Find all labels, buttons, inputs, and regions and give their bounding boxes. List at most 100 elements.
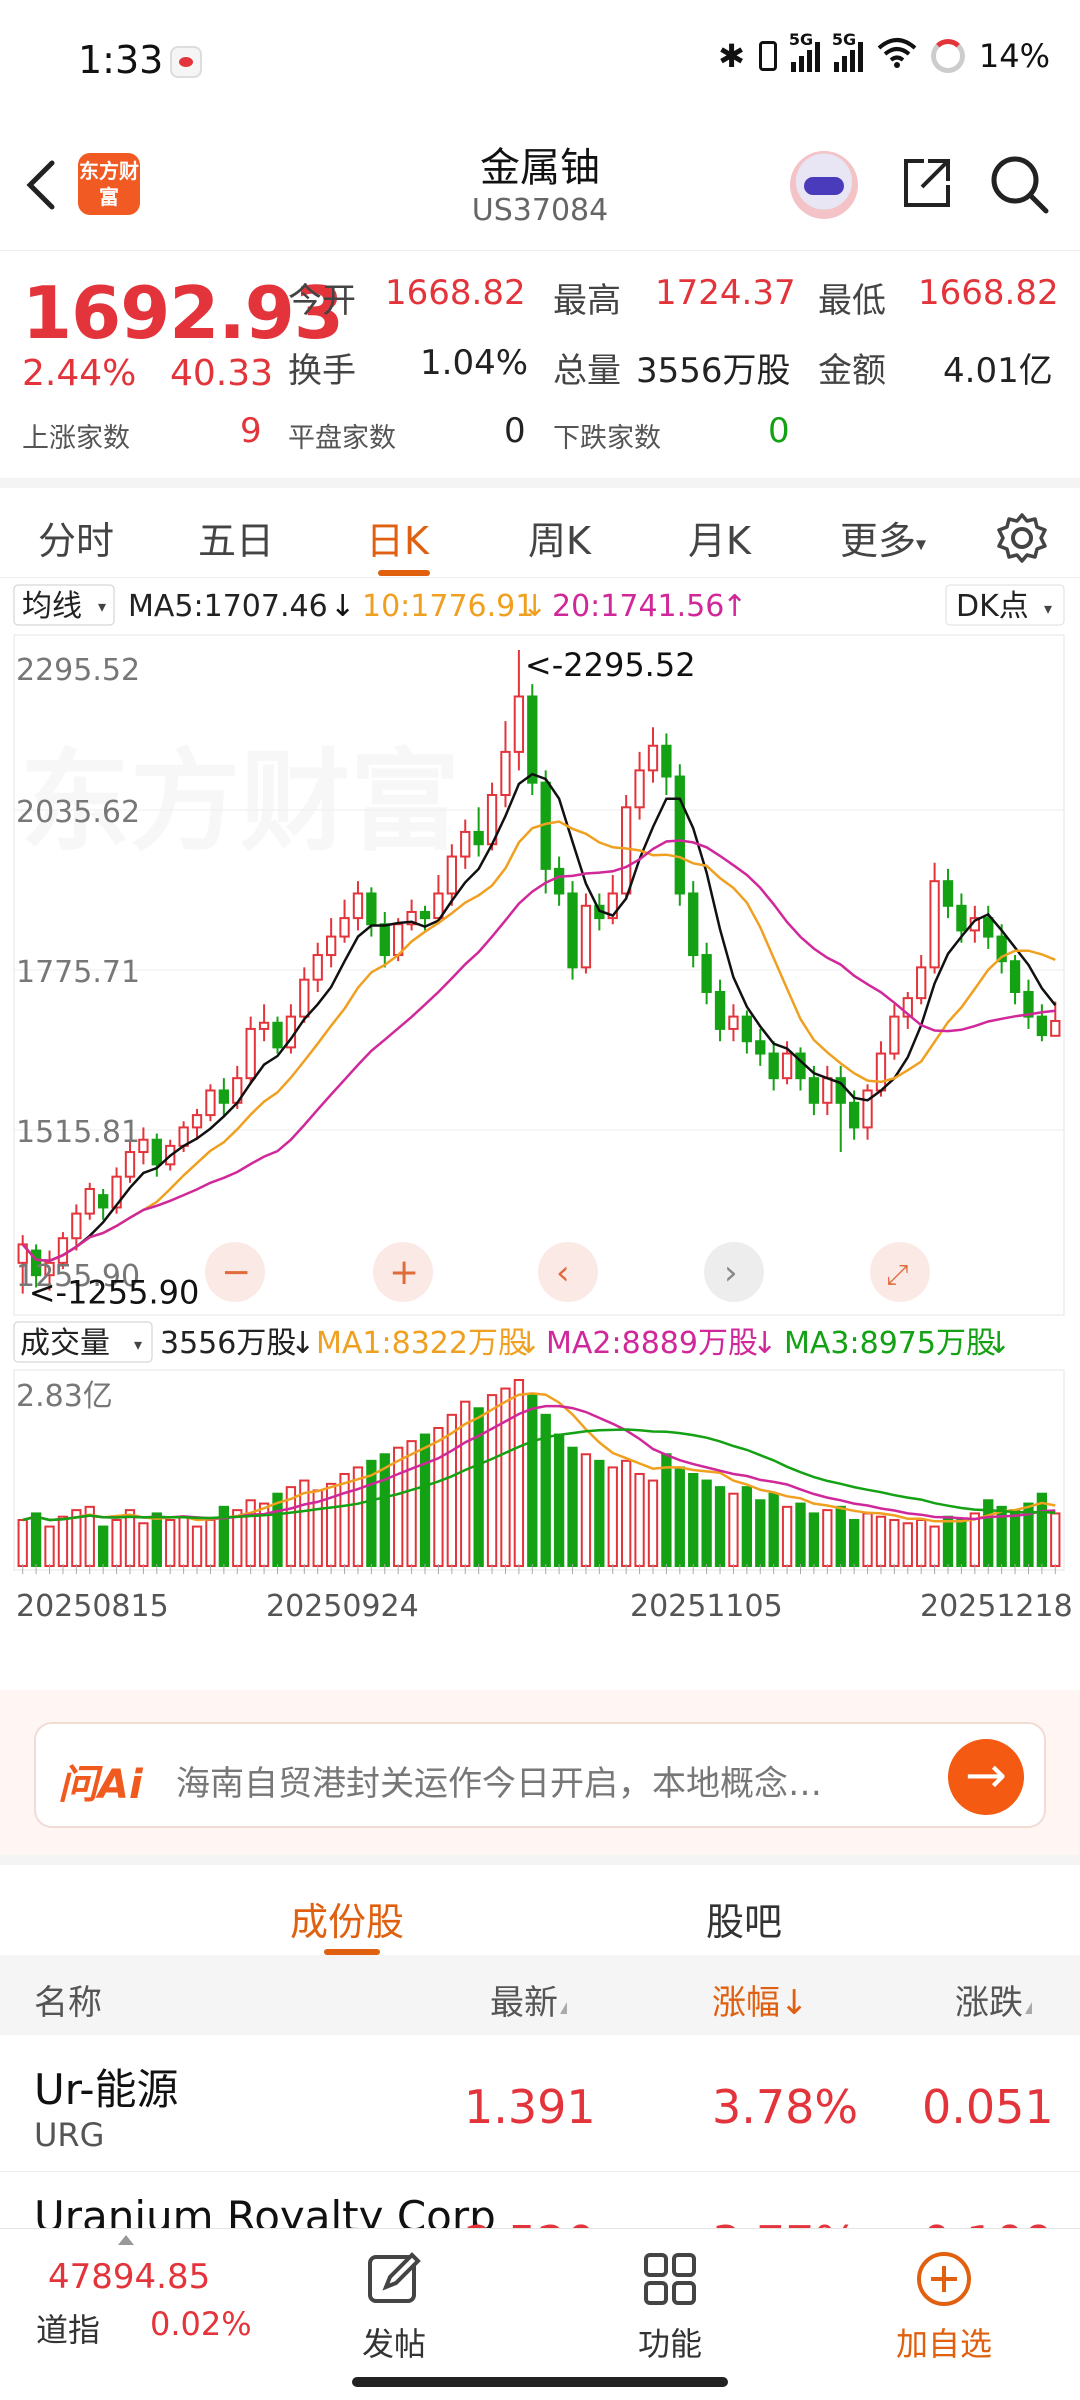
nav-add-watchlist[interactable]: 加自选	[884, 2249, 1004, 2365]
index-name[interactable]: 道指	[36, 2311, 101, 2349]
volume-bar-down	[419, 1433, 431, 1567]
table-row[interactable]: Ur-能源 URG 1.391 3.78% 0.051	[0, 2036, 1080, 2172]
candle-up	[500, 750, 511, 796]
page-title: 金属铀	[480, 145, 600, 191]
component-tabs: 成份股 股吧	[0, 1855, 1080, 1955]
dk-point-label: DK点	[956, 589, 1029, 624]
vibrate-icon	[758, 41, 777, 71]
vol-ma2-legend: MA2:8889万股	[546, 1326, 758, 1361]
volume-bar-up	[969, 1512, 980, 1567]
tab-five-day[interactable]: 五日	[198, 519, 275, 563]
candle-down	[956, 904, 967, 932]
bottom-nav: 47894.85 道指 0.02% 发帖 功能 加自选	[0, 2228, 1080, 2400]
volume-plot-frame	[13, 1369, 1065, 1571]
candle-down	[30, 1249, 42, 1277]
high-value: 1724.37	[655, 273, 796, 313]
candle-up	[460, 830, 471, 858]
ai-assistant-icon[interactable]	[790, 151, 858, 219]
volume-bar-down	[768, 1492, 779, 1568]
nav-functions[interactable]: 功能	[610, 2249, 730, 2365]
ai-question-bar[interactable]: 问Ai 海南自贸港封关运作今日开启，本地概念… →	[34, 1722, 1046, 1828]
col-last[interactable]: 最新	[490, 1975, 567, 2024]
scroll-left-button[interactable]	[538, 1242, 598, 1302]
candle-up	[406, 910, 417, 926]
indicator-select[interactable]	[13, 584, 115, 626]
index-value[interactable]: 47894.85	[48, 2257, 211, 2297]
price-axis-labels: 2295.52 2035.62 1775.71 1515.81 1255.90	[16, 653, 140, 1294]
volume-bar-up	[607, 1466, 618, 1568]
candle-down	[419, 910, 431, 920]
price-tick-label: 1515.81	[16, 1115, 140, 1150]
volume-bar-up	[111, 1518, 122, 1567]
candle-up	[446, 855, 457, 895]
volume-select[interactable]	[13, 1321, 153, 1363]
ma20-legend: 20:1741.56	[552, 589, 724, 624]
candle-down	[527, 695, 538, 784]
candle-up	[889, 1015, 900, 1055]
col-name: 名称	[34, 1983, 102, 2023]
date-axis-label: 20250815	[16, 1589, 169, 1624]
date-axis-label: 20251218	[920, 1589, 1073, 1624]
zoom-out-button[interactable]	[205, 1242, 265, 1302]
caret-down-icon: ▾	[916, 531, 927, 556]
tab-more[interactable]: 更多▾	[840, 519, 927, 563]
candle-up	[621, 806, 632, 895]
scroll-right-button[interactable]	[704, 1242, 764, 1302]
col-change-pct[interactable]: 涨幅↓	[712, 1983, 809, 2023]
candle-down	[983, 917, 994, 938]
ma5-legend: MA5:1707.46	[128, 589, 328, 624]
indicator-select-label: 均线	[22, 589, 82, 624]
fullscreen-button[interactable]	[870, 1242, 930, 1302]
tab-monthly-k[interactable]: 月K	[688, 519, 751, 563]
eastmoney-logo[interactable]: 东方财富	[78, 153, 140, 215]
ma-lines-group	[21, 772, 1057, 1263]
back-button[interactable]	[20, 155, 70, 215]
candle-up	[862, 1089, 873, 1129]
tab-weekly-k[interactable]: 周K	[528, 519, 591, 563]
ai-bar-section: 问Ai 海南自贸港封关运作今日开启，本地概念… →	[0, 1690, 1080, 1855]
col-change[interactable]: 涨跌	[955, 1975, 1032, 2024]
ma10-legend: 10:1776.91	[362, 589, 534, 624]
candle-down	[1036, 1015, 1048, 1037]
volume-label: 总量	[553, 351, 621, 391]
share-icon[interactable]	[898, 155, 954, 211]
kline-chart-svg[interactable]: 均线 ▾ MA5:1707.46 ↓ 10:1776.91 ↓ 20:1741.…	[0, 580, 1080, 1680]
ai-prompt-text[interactable]: 海南自贸港封关运作今日开启，本地概念…	[176, 1764, 822, 1804]
stock-last: 1.391	[464, 2080, 596, 2134]
volume-bar-down	[942, 1515, 954, 1568]
volume-bar-down	[1009, 1509, 1021, 1567]
status-bar: 1:33 ✱ 5G 5G 14%	[0, 0, 1080, 120]
index-percent[interactable]: 0.02%	[150, 2305, 252, 2343]
candle-down	[1023, 990, 1034, 1018]
volume-bar-up	[433, 1426, 444, 1568]
volume-bar-up	[57, 1515, 69, 1568]
volume-bar-up	[17, 1518, 28, 1567]
candle-up	[17, 1243, 28, 1264]
nav-add-watchlist-label: 加自选	[895, 2325, 992, 2363]
status-time: 1:33	[78, 38, 164, 82]
volume-bar-down	[795, 1502, 806, 1567]
stock-pct: 3.78%	[712, 2080, 859, 2134]
search-icon[interactable]	[988, 153, 1050, 215]
volume-bar-down	[567, 1446, 578, 1567]
arrow-right-icon[interactable]: →	[948, 1739, 1024, 1815]
nav-post[interactable]: 发帖	[334, 2249, 454, 2365]
zoom-in-button[interactable]	[373, 1242, 433, 1302]
volume-bar-up	[446, 1413, 457, 1567]
tab-daily-k[interactable]: 日K	[366, 519, 429, 563]
amount-value: 4.01亿	[943, 351, 1053, 391]
ma10-line	[21, 820, 1056, 1263]
active-tab-indicator	[378, 570, 430, 576]
candle-down	[1009, 960, 1021, 993]
kline-chart[interactable]: 均线 ▾ MA5:1707.46 ↓ 10:1776.91 ↓ 20:1741.…	[0, 580, 1080, 1680]
tab-forum[interactable]: 股吧	[706, 1900, 783, 1944]
tab-intraday[interactable]: 分时	[38, 519, 115, 563]
stock-name: Ur-能源	[34, 2065, 179, 2114]
candle-up	[728, 1015, 739, 1030]
dk-point-button[interactable]	[945, 584, 1065, 626]
gear-icon[interactable]	[996, 512, 1048, 564]
tab-constituents[interactable]: 成份股	[290, 1900, 405, 1944]
volume-bar-up	[634, 1472, 645, 1567]
vol-ma1-line	[22, 1392, 1056, 1523]
volume-bar-down	[741, 1486, 753, 1567]
